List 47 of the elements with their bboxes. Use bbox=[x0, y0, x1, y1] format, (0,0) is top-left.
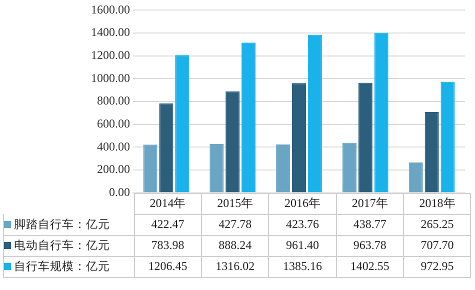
y-tick-label: 800.00 bbox=[97, 94, 130, 108]
y-tick-label: 1600.00 bbox=[91, 2, 130, 16]
y-tick-label: 1200.00 bbox=[91, 48, 130, 62]
bar bbox=[424, 112, 439, 192]
bar bbox=[143, 144, 158, 192]
data-label: 1206.45 bbox=[134, 256, 202, 278]
x-tick-label: 2017年 bbox=[336, 193, 404, 214]
x-tick-label: 2018年 bbox=[404, 193, 471, 214]
x-tick-label: 2015年 bbox=[201, 193, 269, 214]
x-tick-label: 2014年 bbox=[134, 193, 202, 214]
data-label: 783.98 bbox=[134, 235, 202, 256]
data-label: 423.76 bbox=[268, 214, 336, 236]
data-label: 963.78 bbox=[336, 235, 404, 256]
data-label: 961.40 bbox=[268, 235, 336, 256]
data-label: 427.78 bbox=[201, 214, 269, 236]
bar bbox=[276, 144, 290, 192]
legend-label: 自行车规模：亿元 bbox=[4, 256, 134, 278]
data-label: 422.47 bbox=[134, 214, 202, 236]
data-label: 265.25 bbox=[404, 214, 471, 236]
x-tick-label: 2016年 bbox=[268, 193, 336, 214]
data-label: 707.70 bbox=[404, 235, 471, 256]
data-label: 1316.02 bbox=[201, 256, 269, 278]
data-label: 1402.55 bbox=[336, 256, 404, 278]
bar bbox=[374, 32, 388, 192]
bar bbox=[440, 82, 455, 192]
data-label: 888.24 bbox=[201, 235, 269, 256]
bar bbox=[342, 142, 356, 192]
data-label: 438.77 bbox=[336, 214, 404, 236]
y-tick-label: 600.00 bbox=[97, 116, 130, 130]
y-tick-label: 0.00 bbox=[109, 184, 130, 199]
bar bbox=[408, 162, 423, 192]
y-tick-label: 1400.00 bbox=[91, 25, 130, 40]
bar bbox=[159, 103, 174, 192]
bar bbox=[210, 144, 224, 192]
legend-label: 电动自行车：亿元 bbox=[4, 235, 134, 256]
bar bbox=[308, 34, 322, 192]
bar bbox=[242, 42, 256, 192]
data-label: 972.95 bbox=[404, 256, 471, 278]
bar bbox=[358, 82, 372, 192]
y-tick-label: 200.00 bbox=[97, 162, 130, 176]
legend-label: 脚踏自行车：亿元 bbox=[4, 214, 134, 236]
data-label: 1385.16 bbox=[268, 256, 336, 278]
bar bbox=[175, 55, 190, 192]
bar bbox=[226, 91, 240, 192]
y-tick-label: 400.00 bbox=[97, 139, 130, 154]
bar bbox=[292, 83, 306, 192]
y-tick-label: 1000.00 bbox=[91, 70, 130, 85]
